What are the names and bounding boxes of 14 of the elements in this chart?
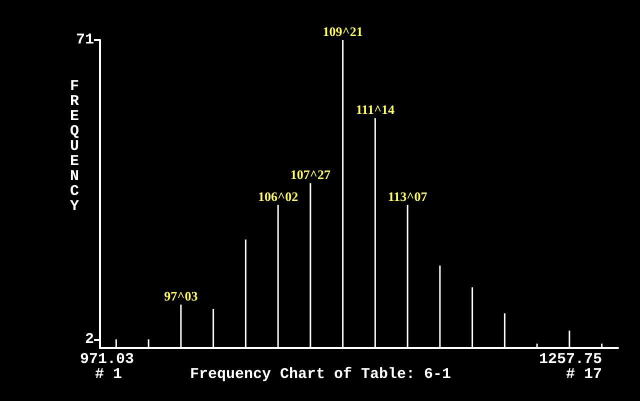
annotation: 111^14 [356,102,395,118]
annotation: 106^02 [258,188,298,204]
text: 971.03 [80,351,134,368]
annotation: 107^27 [290,167,331,182]
text: # 17 [566,366,602,383]
text: # 1 [95,366,122,383]
text: 1257.75 [538,351,602,368]
y-axis-title: FREQUENCY [66,78,83,213]
annotation: 113^07 [388,188,428,204]
annotation: 109^21 [322,24,363,39]
y-tick-label: 71 [76,32,94,48]
annotation: 97^03 [164,288,198,304]
text: Frequency Chart of Table: 6-1 [190,366,452,383]
y-tick-label: 2 [84,330,94,348]
